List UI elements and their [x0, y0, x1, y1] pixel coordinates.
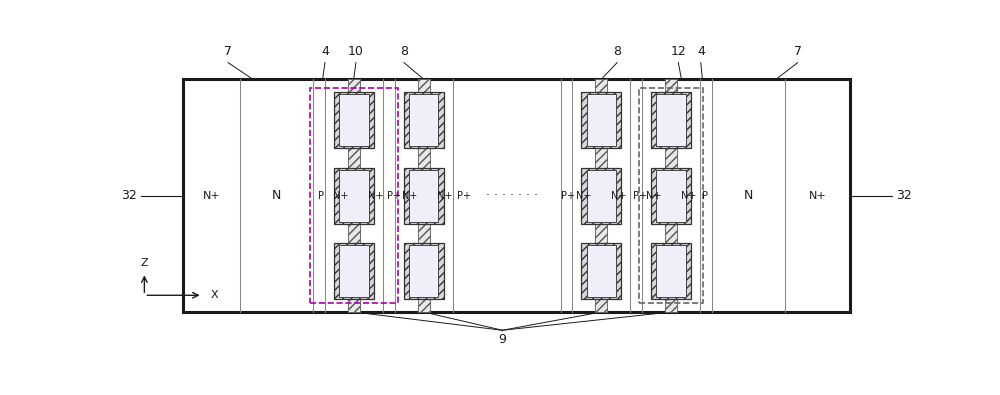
Bar — [651, 167, 691, 224]
Bar — [183, 79, 850, 312]
Bar — [651, 243, 691, 299]
Text: N+: N+ — [681, 191, 696, 201]
Bar — [587, 94, 616, 146]
Bar — [404, 92, 444, 148]
Text: 4: 4 — [321, 45, 329, 58]
Bar — [656, 245, 686, 297]
Text: X: X — [210, 290, 218, 300]
Text: Z: Z — [141, 258, 148, 268]
Bar — [334, 167, 374, 224]
Text: P: P — [702, 191, 708, 201]
Bar — [665, 79, 677, 312]
Text: 8: 8 — [400, 45, 408, 58]
Text: 9: 9 — [498, 333, 506, 346]
Text: N+: N+ — [809, 191, 826, 201]
Text: 7: 7 — [224, 45, 232, 58]
Bar — [334, 243, 374, 299]
Bar — [581, 92, 621, 148]
Text: N+: N+ — [437, 191, 453, 201]
Bar — [587, 170, 616, 222]
Bar — [656, 170, 686, 222]
Bar — [339, 245, 369, 297]
Bar — [587, 245, 616, 297]
Text: N+: N+ — [203, 191, 220, 201]
Text: 12: 12 — [670, 45, 686, 58]
Text: 4: 4 — [697, 45, 705, 58]
Bar — [639, 88, 703, 303]
Bar — [310, 88, 398, 303]
Bar — [334, 92, 374, 148]
Bar — [348, 79, 360, 312]
Text: · · · · · · ·: · · · · · · · — [486, 189, 538, 202]
Text: 10: 10 — [348, 45, 364, 58]
Bar — [418, 79, 430, 312]
Text: 32: 32 — [121, 189, 137, 202]
Bar — [656, 94, 686, 146]
Text: P+: P+ — [561, 191, 575, 201]
Bar — [581, 167, 621, 224]
Text: N+: N+ — [611, 191, 626, 201]
Text: N+: N+ — [576, 191, 591, 201]
Bar — [409, 94, 438, 146]
Text: N+: N+ — [368, 191, 383, 201]
Text: P+: P+ — [633, 191, 647, 201]
Bar — [581, 243, 621, 299]
Text: N+: N+ — [333, 191, 348, 201]
Text: 8: 8 — [613, 45, 621, 58]
Text: P+: P+ — [457, 191, 471, 201]
Text: P: P — [318, 191, 324, 201]
Text: N: N — [272, 189, 281, 202]
Bar — [409, 245, 438, 297]
Bar — [404, 167, 444, 224]
Text: N+: N+ — [646, 191, 661, 201]
Text: 32: 32 — [896, 189, 912, 202]
Bar — [409, 170, 438, 222]
Text: 7: 7 — [794, 45, 802, 58]
Bar — [404, 243, 444, 299]
Bar — [339, 94, 369, 146]
Text: N: N — [744, 189, 753, 202]
Text: N+: N+ — [402, 191, 418, 201]
Bar — [651, 92, 691, 148]
Bar — [595, 79, 607, 312]
Text: P+: P+ — [387, 191, 401, 201]
Bar — [339, 170, 369, 222]
